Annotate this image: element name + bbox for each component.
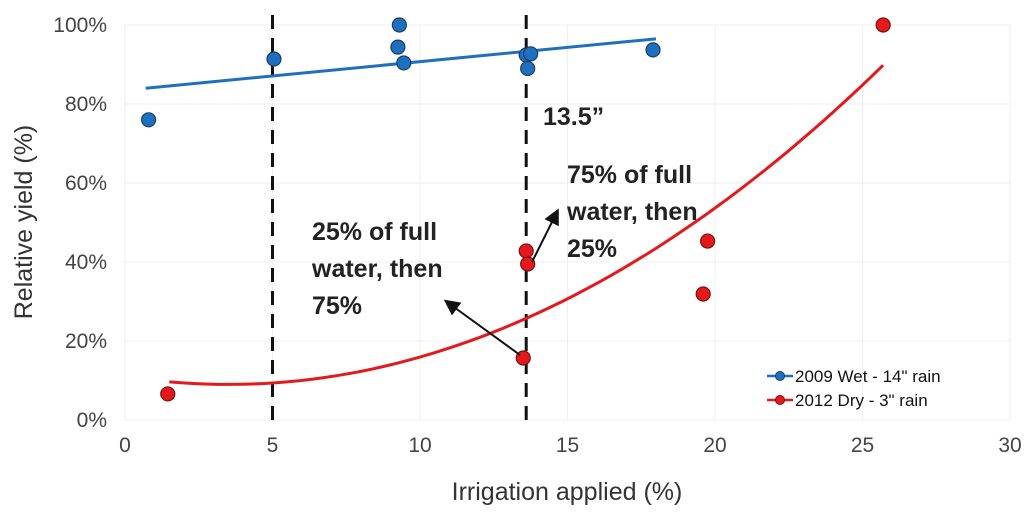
legend-label-wet: 2009 Wet - 14" rain xyxy=(795,367,941,386)
annotation-lower-line2: water, then xyxy=(311,255,443,283)
data-point-dry xyxy=(520,256,536,272)
trendline-dry xyxy=(169,64,885,386)
y-tick-label: 0% xyxy=(77,409,107,432)
x-tick-label: 20 xyxy=(703,434,726,457)
data-point-wet xyxy=(520,60,536,77)
y-axis-label: Relative yield (%) xyxy=(10,125,38,320)
data-point-wet xyxy=(396,55,412,71)
x-tick-label: 30 xyxy=(998,434,1021,457)
vline-label: 13.5” xyxy=(543,103,604,131)
y-tick-label: 20% xyxy=(65,330,107,353)
annotation-lower-line3: 75% xyxy=(312,292,362,320)
y-tick-label: 40% xyxy=(65,251,107,274)
x-tick-label: 5 xyxy=(267,434,279,457)
data-point-wet xyxy=(141,112,157,128)
legend: 2009 Wet - 14" rain 2012 Dry - 3" rain xyxy=(767,367,941,410)
annotation-arrow-lower xyxy=(443,299,521,356)
x-tick-label: 25 xyxy=(851,434,874,457)
annotation-arrow-upper xyxy=(531,208,559,263)
data-point-dry xyxy=(518,243,534,259)
x-tick-label: 10 xyxy=(408,434,431,457)
x-axis-label: Irrigation applied (%) xyxy=(452,478,683,506)
data-point-wet xyxy=(390,39,406,55)
data-point-dry xyxy=(875,17,891,33)
annotation-upper-line1: 75% of full xyxy=(567,161,692,189)
data-point-wet xyxy=(266,51,282,67)
annotation-upper-line2: water, then xyxy=(566,198,698,226)
x-tick-label: 15 xyxy=(556,434,579,457)
data-point-wet xyxy=(645,42,661,58)
annotation-lower-line1: 25% of full xyxy=(312,218,437,246)
y-tick-label: 80% xyxy=(65,93,107,116)
data-point-wet xyxy=(391,17,407,33)
data-point-dry xyxy=(700,233,716,249)
legend-label-dry: 2012 Dry - 3" rain xyxy=(795,391,928,410)
x-tick-label: 0 xyxy=(119,434,131,457)
data-point-dry xyxy=(160,386,176,402)
data-point-wet xyxy=(523,46,539,62)
annotation-upper-line3: 25% xyxy=(567,235,617,263)
data-point-dry xyxy=(695,286,711,302)
y-tick-label: 60% xyxy=(65,172,107,195)
y-tick-label: 100% xyxy=(53,14,107,37)
